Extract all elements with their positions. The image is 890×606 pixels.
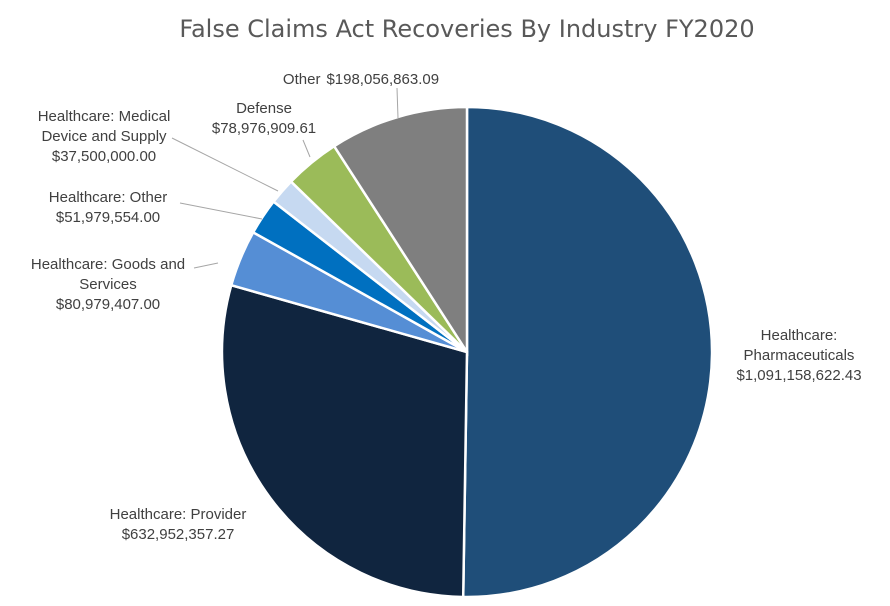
data-label-name-provider: Healthcare: Provider <box>110 506 247 523</box>
data-label-name-device: Device and Supply <box>41 128 167 145</box>
data-labels: Healthcare: Pharmaceuticals $1,091,158,622… <box>31 71 862 543</box>
data-label-name-hcother: Healthcare: Other <box>49 189 167 206</box>
leader-line-hcother <box>179 202 263 220</box>
data-label-name-pharma: Pharmaceuticals <box>744 347 855 364</box>
data-label-name-device: Healthcare: Medical <box>38 108 171 125</box>
data-label-name-goods: Services <box>79 276 137 293</box>
pie-slice-pharma <box>461 105 714 599</box>
chart-title: False Claims Act Recoveries By Industry … <box>179 15 754 43</box>
leader-line-defense <box>302 139 311 158</box>
data-label-value-pharma: $1,091,158,622.43 <box>736 367 861 384</box>
data-label-value-defense: $78,976,909.61 <box>212 120 316 137</box>
data-label-value: $198,056,863.09 <box>326 71 439 88</box>
data-label-name: Other <box>283 71 321 88</box>
leader-line-goods <box>193 262 219 269</box>
leader-lines <box>171 87 399 269</box>
data-label-value-hcother: $51,979,554.00 <box>56 209 160 226</box>
pie-slices <box>220 105 714 599</box>
leader-line-device <box>171 137 279 192</box>
data-label-value-goods: $80,979,407.00 <box>56 296 160 313</box>
leader-line-other <box>396 87 399 119</box>
data-label-name-pharma: Healthcare: <box>761 327 838 344</box>
data-label-value-device: $37,500,000.00 <box>52 148 156 165</box>
data-label-name-goods: Healthcare: Goods and <box>31 256 185 273</box>
data-label-name-defense: Defense <box>236 100 292 117</box>
data-label-other: Other $198,056,863.09 <box>283 71 439 88</box>
pie-slice-provider <box>220 283 469 599</box>
data-label-value-provider: $632,952,357.27 <box>122 526 235 543</box>
